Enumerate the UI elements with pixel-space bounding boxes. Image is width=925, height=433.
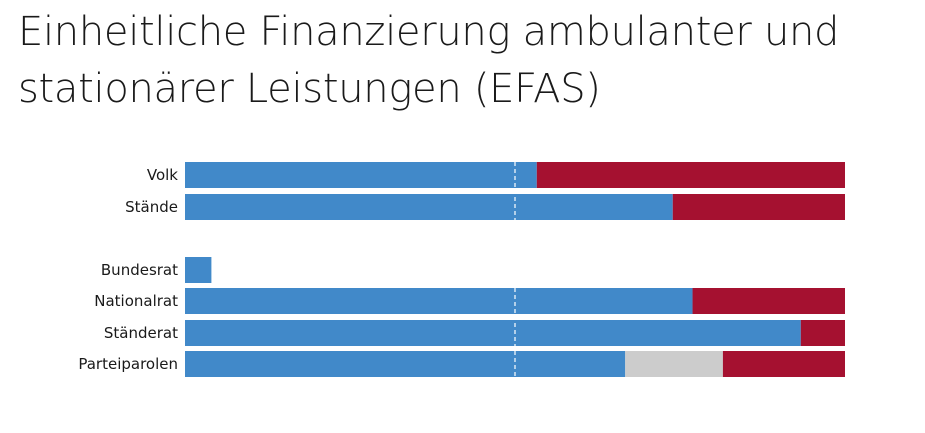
category-label: Stände — [125, 198, 178, 216]
bar-segment — [185, 194, 673, 220]
bar-segment — [185, 320, 801, 346]
chart-title: Einheitliche Finanzierung ambulanter und… — [18, 9, 840, 112]
bar-segment — [672, 194, 845, 220]
category-label: Nationalrat — [94, 292, 178, 310]
bar-segment — [722, 351, 845, 377]
category-label: Bundesrat — [101, 261, 178, 279]
bar-segment — [800, 320, 845, 346]
bar-segment — [185, 351, 626, 377]
category-label: Volk — [147, 166, 178, 184]
bar-segment — [536, 162, 845, 188]
bar-segment — [185, 257, 212, 283]
category-label: Ständerat — [104, 324, 178, 342]
category-label: Parteiparolen — [78, 355, 178, 373]
bar-segment — [692, 288, 845, 314]
bar-segment — [185, 162, 537, 188]
bar-segment — [625, 351, 723, 377]
bar-segment — [185, 288, 693, 314]
